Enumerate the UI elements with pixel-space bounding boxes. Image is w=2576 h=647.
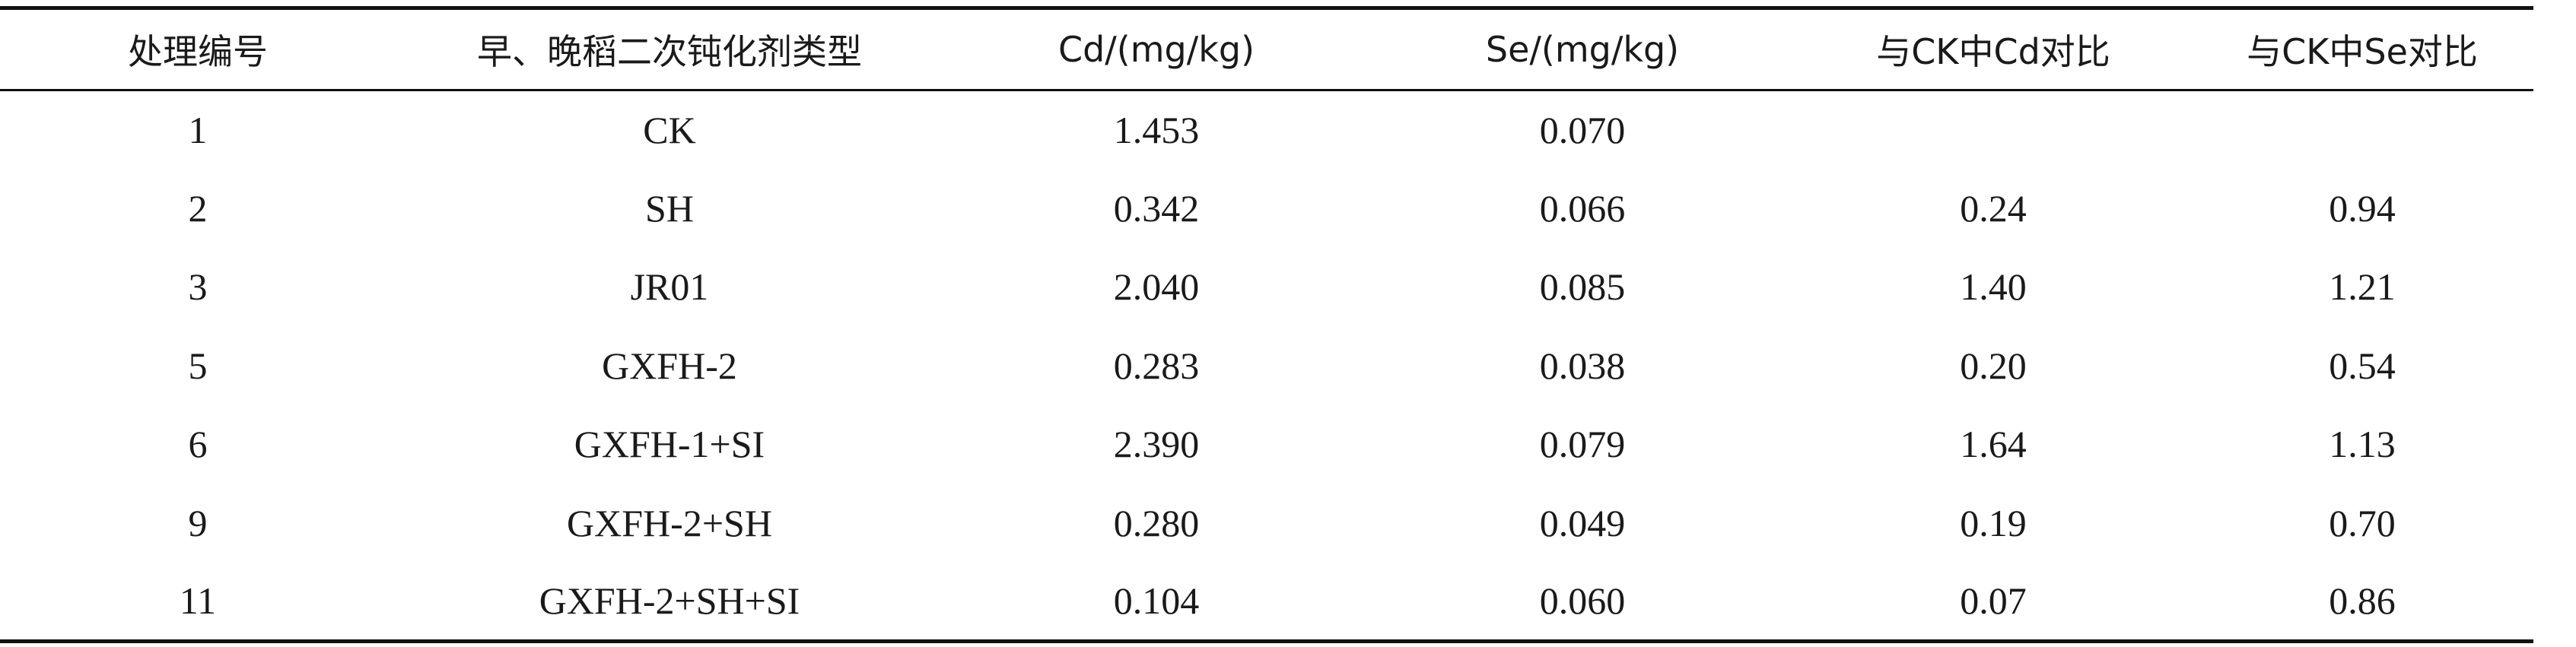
cell-treatment-id: 11	[179, 579, 217, 622]
cell-se-ratio: 1.21	[2329, 265, 2396, 309]
cell-cd: 0.342	[1113, 186, 1200, 230]
table-header: 处理编号 早、晚稻二次钝化剂类型 Cd/(mg/kg) Se/(mg/kg) 与…	[0, 8, 2533, 90]
cell-cd-ratio: 1.40	[1960, 265, 2027, 309]
table-row: 3 JR01 2.040 0.085 1.40 1.21	[0, 248, 2533, 327]
table-row: 11 GXFH-2+SH+SI 0.104 0.060 0.07 0.86	[0, 563, 2533, 641]
table-row: 1 CK 1.453 0.070	[0, 90, 2533, 170]
cell-se-ratio: 0.70	[2329, 501, 2396, 544]
cell-cd: 0.104	[1113, 579, 1200, 622]
table-row: 6 GXFH-1+SI 2.390 0.079 1.64 1.13	[0, 405, 2533, 484]
cell-se-ratio: 0.94	[2329, 186, 2396, 230]
cell-passivator-type: GXFH-1+SI	[574, 423, 765, 466]
column-header-treatment-id: 处理编号	[128, 31, 268, 72]
cell-passivator-type: JR01	[630, 265, 709, 309]
cell-cd: 2.390	[1113, 423, 1200, 466]
column-header-cd-ratio: 与CK中Cd对比	[1876, 31, 2110, 72]
cell-cd-ratio: 0.24	[1960, 186, 2027, 230]
table-row: 2 SH 0.342 0.066 0.24 0.94	[0, 169, 2533, 248]
column-header-passivator-type: 早、晚稻二次钝化剂类型	[477, 31, 862, 72]
table-row: 5 GXFH-2 0.283 0.038 0.20 0.54	[0, 326, 2533, 405]
cell-se-ratio	[2191, 90, 2533, 170]
cell-se: 0.038	[1539, 344, 1626, 387]
cell-se: 0.066	[1539, 186, 1626, 230]
cell-cd: 1.453	[1113, 109, 1200, 151]
cell-se: 0.079	[1539, 423, 1626, 466]
cell-cd-ratio	[1795, 90, 2191, 170]
cell-cd-ratio: 0.07	[1960, 579, 2027, 622]
cell-se: 0.049	[1539, 501, 1626, 544]
cell-passivator-type: GXFH-2+SH	[567, 501, 772, 544]
data-table: 处理编号 早、晚稻二次钝化剂类型 Cd/(mg/kg) Se/(mg/kg) 与…	[0, 6, 2533, 643]
header-row: 处理编号 早、晚稻二次钝化剂类型 Cd/(mg/kg) Se/(mg/kg) 与…	[0, 8, 2533, 90]
cell-se-ratio: 0.54	[2329, 344, 2396, 387]
cell-se: 0.070	[1539, 109, 1626, 151]
cell-treatment-id: 1	[188, 109, 208, 151]
column-header-se: Se/(mg/kg)	[1485, 29, 1680, 70]
cell-treatment-id: 2	[188, 186, 208, 230]
cell-treatment-id: 6	[188, 423, 208, 466]
cell-treatment-id: 5	[188, 344, 208, 387]
cell-cd: 2.040	[1113, 265, 1200, 309]
cell-passivator-type: CK	[643, 109, 696, 151]
cell-cd: 0.283	[1113, 344, 1200, 387]
column-header-cd: Cd/(mg/kg)	[1057, 29, 1255, 70]
cell-passivator-type: SH	[645, 186, 694, 230]
cell-cd-ratio: 1.64	[1960, 423, 2027, 466]
cell-se: 0.060	[1539, 579, 1626, 622]
cell-passivator-type: GXFH-2+SH+SI	[539, 579, 800, 622]
table-body: 1 CK 1.453 0.070 2 SH 0.342 0.066 0.24 0…	[0, 90, 2533, 641]
cell-cd: 0.280	[1113, 501, 1200, 544]
cell-se-ratio: 0.86	[2329, 579, 2396, 622]
cell-cd-ratio: 0.20	[1960, 344, 2027, 387]
cell-treatment-id: 3	[188, 265, 208, 309]
cell-passivator-type: GXFH-2	[602, 344, 737, 387]
cell-treatment-id: 9	[188, 501, 208, 544]
cell-se: 0.085	[1539, 265, 1626, 309]
column-header-se-ratio: 与CK中Se对比	[2247, 31, 2478, 72]
cell-se-ratio: 1.13	[2329, 423, 2396, 466]
table-row: 9 GXFH-2+SH 0.280 0.049 0.19 0.70	[0, 484, 2533, 563]
cell-cd-ratio: 0.19	[1960, 501, 2027, 544]
